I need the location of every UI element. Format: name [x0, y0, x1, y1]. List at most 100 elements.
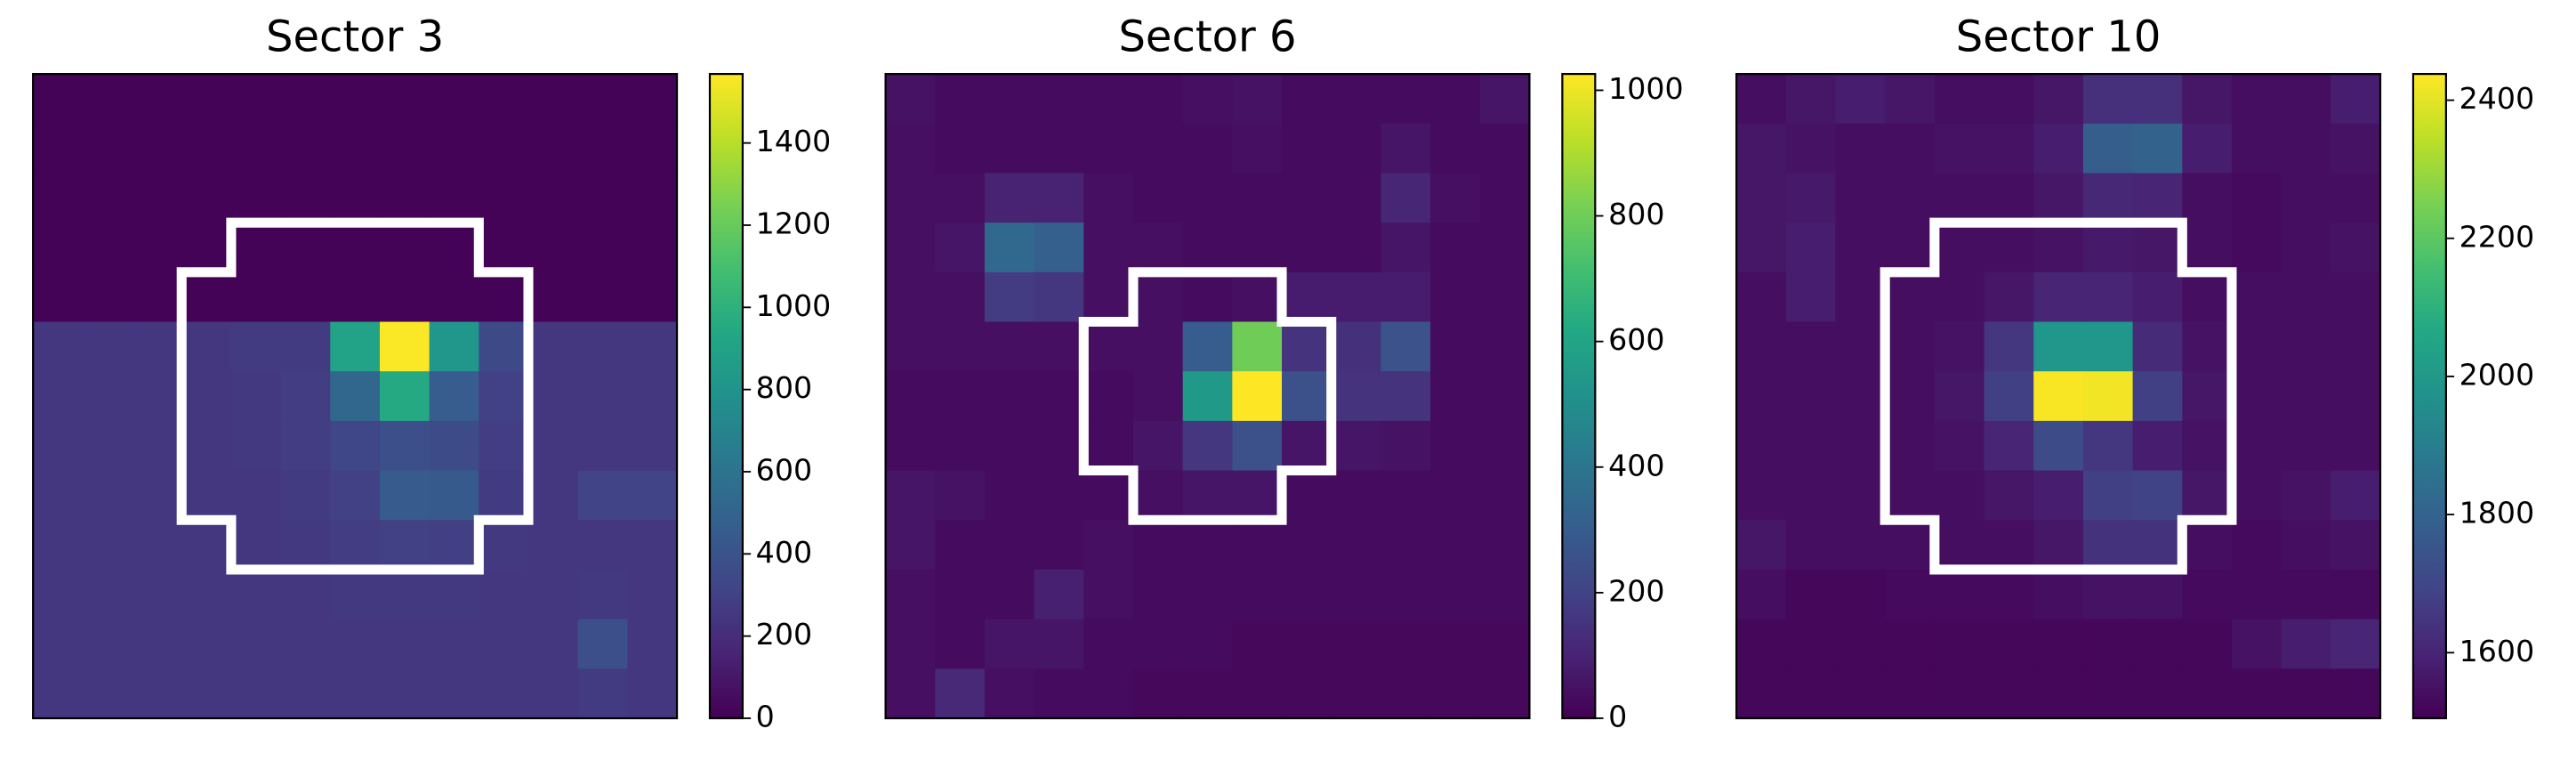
heatmap-cell [1331, 321, 1382, 373]
heatmap-cell [82, 470, 133, 522]
heatmap-cell [1984, 520, 2035, 571]
heatmap-cell [627, 668, 678, 719]
heatmap-cell [479, 619, 529, 670]
heatmap-cell [885, 223, 937, 273]
heatmap-cell [2082, 74, 2134, 125]
heatmap-cell [82, 173, 133, 224]
heatmap-cell [82, 271, 133, 323]
colorbar-tick-label: 2000 [2459, 357, 2535, 392]
heatmap-cell [33, 520, 84, 571]
heatmap-cell [627, 271, 678, 323]
heatmap-cell [885, 470, 937, 522]
heatmap-cell [984, 173, 1035, 224]
heatmap-cell [1381, 74, 1432, 125]
heatmap-cell [527, 321, 579, 373]
heatmap-cell [379, 223, 431, 273]
heatmap-cell [379, 470, 431, 522]
heatmap-cell [1785, 420, 1837, 472]
heatmap-cell [2132, 321, 2184, 373]
heatmap-cell [230, 173, 282, 224]
heatmap-cell [2132, 271, 2184, 323]
heatmap-cell [1885, 123, 1936, 174]
heatmap-cell [181, 371, 232, 422]
heatmap-cell [1083, 668, 1134, 719]
heatmap-cell [627, 520, 678, 571]
heatmap-cell [1835, 520, 1887, 571]
heatmap-cell [2182, 520, 2233, 571]
heatmap-cell [1430, 668, 1481, 719]
heatmap-cell [1934, 271, 1985, 323]
heatmap-cell [577, 74, 629, 125]
heatmap-cell [577, 321, 629, 373]
heatmap-cell [1736, 619, 1787, 670]
heatmap-cell [1232, 470, 1283, 522]
colorbar [1561, 72, 1597, 720]
heatmap-cell [1034, 123, 1085, 174]
heatmap-cell [1232, 668, 1283, 719]
heatmap-cell [885, 520, 937, 571]
heatmap-cell [479, 123, 529, 174]
heatmap-cell [2281, 619, 2332, 670]
heatmap-cell [330, 74, 381, 125]
heatmap-cell [885, 569, 937, 620]
heatmap-cell [1132, 371, 1184, 422]
heatmap-cell [1331, 223, 1382, 273]
heatmap-cell [1479, 271, 1531, 323]
heatmap-cell [479, 668, 529, 719]
heatmap-cell [1381, 569, 1432, 620]
heatmap-cell [330, 520, 381, 571]
heatmap-cell [1381, 173, 1432, 224]
heatmap-cell [1331, 271, 1382, 323]
heatmap-cell [1034, 420, 1085, 472]
heatmap-cell [1034, 371, 1085, 422]
heatmap-cell [2033, 470, 2084, 522]
heatmap-cell [577, 420, 629, 472]
heatmap-cell [1885, 470, 1936, 522]
heatmap-cell [627, 74, 678, 125]
heatmap-cell [1835, 123, 1887, 174]
heatmap-cell [330, 321, 381, 373]
heatmap-cell [429, 173, 480, 224]
heatmap-cell [935, 420, 986, 472]
heatmap-cell [2182, 420, 2233, 472]
heatmap-cell [2281, 223, 2332, 273]
heatmap-cell [1034, 321, 1085, 373]
colorbar-tick-label: 800 [1608, 197, 1664, 231]
heatmap-cell [1282, 619, 1332, 670]
heatmap-cell [1835, 470, 1887, 522]
heatmap-cell [577, 123, 629, 174]
heatmap-cell [1984, 271, 2035, 323]
heatmap-cell [230, 470, 282, 522]
heatmap-cell [132, 223, 183, 273]
heatmap-cell [1885, 173, 1936, 224]
heatmap-cell [1182, 321, 1234, 373]
heatmap-cell [2132, 619, 2184, 670]
heatmap-cell [1083, 321, 1134, 373]
heatmap-cell [885, 321, 937, 373]
heatmap-cell [1282, 520, 1332, 571]
heatmap-cell [1479, 371, 1531, 422]
heatmap-cell [1182, 371, 1234, 422]
heatmap-cell [1232, 271, 1283, 323]
heatmap-cell [1182, 668, 1234, 719]
heatmap-cell [2132, 420, 2184, 472]
heatmap-cell [82, 619, 133, 670]
heatmap-cell [577, 470, 629, 522]
heatmap-cell [429, 74, 480, 125]
heatmap-cell [984, 569, 1035, 620]
heatmap-cell [2182, 271, 2233, 323]
heatmap-cell [330, 420, 381, 472]
heatmap-cell [1934, 569, 1985, 620]
heatmap-cell [1785, 371, 1837, 422]
colorbar-tick-label: 2200 [2459, 219, 2535, 254]
heatmap-cell [1132, 569, 1184, 620]
heatmap-cell [1430, 321, 1481, 373]
heatmap-cell [1132, 271, 1184, 323]
heatmap-cell [82, 668, 133, 719]
heatmap-cell [577, 271, 629, 323]
heatmap-cell [1885, 420, 1936, 472]
plot-frame [32, 72, 679, 720]
heatmap-cell [1282, 420, 1332, 472]
heatmap-cell [1430, 619, 1481, 670]
heatmap-cell [2082, 569, 2134, 620]
